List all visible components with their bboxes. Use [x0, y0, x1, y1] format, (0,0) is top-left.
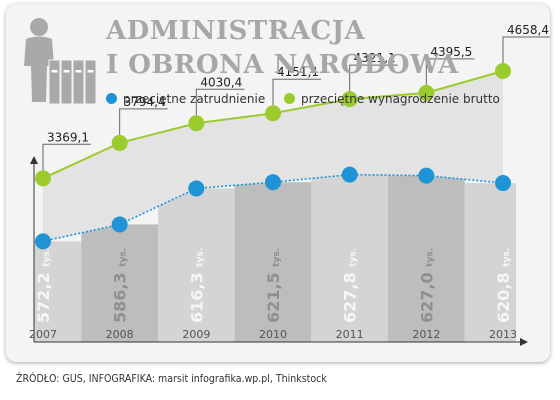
legend-salary-marker	[284, 93, 295, 104]
infographic-card: 2007 2008 2009 2010 2011 2012 2013 572,2 tys. 5…	[6, 4, 550, 362]
salary-point-2011	[341, 91, 358, 108]
salary-point-2007	[35, 170, 51, 187]
x-tick-2009: 2009	[182, 328, 210, 341]
employment-unit-2010: tys.	[272, 248, 282, 267]
y-axis-arrow	[30, 156, 38, 164]
salary-point-2013	[495, 63, 511, 80]
salary-callout-2007	[42, 143, 91, 171]
year-stripe-2007	[34, 241, 82, 342]
employment-point-2007	[35, 233, 51, 250]
year-stripe-2008	[81, 224, 158, 342]
legend-employment-marker	[106, 93, 117, 104]
employment-point-2010	[265, 174, 281, 191]
salary-callout-2010	[272, 78, 321, 106]
salary-point-2008	[111, 134, 128, 151]
employment-point-2012	[418, 167, 435, 184]
x-tick-labels: 2007 2008 2009 2010 2011 2012 2013	[29, 328, 517, 341]
legend-employment: przeciętne zatrudnienie	[106, 92, 265, 106]
employment-series: 572,2 tys.586,3 tys.616,3 tys.621,5 tys.…	[34, 166, 513, 323]
title-line-1: ADMINISTRACJA	[106, 16, 366, 46]
salary-label-2012: 4395,5	[430, 45, 472, 59]
salary-label-2007: 3369,1	[47, 130, 89, 144]
x-axis-arrow	[520, 338, 528, 346]
chart: 2007 2008 2009 2010 2011 2012 2013 572,2 tys.5…	[24, 18, 550, 346]
x-tick-2008: 2008	[106, 328, 134, 341]
source-credit: ŹRÓDŁO: GUS, INFOGRAFIKA: marsit infogra…	[16, 373, 327, 385]
salary-label-2013: 4658,4	[507, 23, 549, 37]
salary-area	[43, 71, 503, 242]
x-tick-2012: 2012	[412, 328, 440, 341]
office-worker-with-binders-icon	[24, 18, 97, 105]
salary-label-2008: 3794,4	[124, 95, 166, 109]
employment-point-2011	[341, 166, 358, 183]
salary-callout-2012	[425, 58, 475, 85]
x-tick-2011: 2011	[336, 328, 364, 341]
employment-unit-2008: tys.	[119, 248, 129, 267]
employment-unit-2013: tys.	[502, 248, 512, 267]
employment-unit-2011: tys.	[349, 248, 359, 267]
year-stripe-2011	[311, 174, 388, 342]
salary-point-2012	[418, 84, 435, 101]
legend-salary: przeciętne wynagrodzenie brutto	[284, 92, 500, 106]
salary-callout-2008	[119, 108, 168, 135]
year-stripe-2013	[464, 183, 516, 342]
x-tick-2013: 2013	[489, 328, 517, 341]
year-stripe-2010	[234, 182, 312, 342]
salary-label-2011: 4321,1	[354, 51, 396, 65]
salary-label-2009: 4030,4	[200, 75, 242, 89]
legend-salary-label: przeciętne wynagrodzenie brutto	[301, 92, 500, 106]
employment-point-2009	[188, 180, 205, 197]
employment-unit-2009: tys.	[195, 248, 205, 267]
salary-point-2010	[265, 105, 281, 122]
x-tick-2010: 2010	[259, 328, 287, 341]
salary-callout-2013	[502, 36, 550, 64]
employment-point-2008	[111, 216, 128, 233]
title-line-2: I OBRONA NARODOWA	[106, 50, 459, 80]
salary-series: 3369,1 3794,4 4030,4 4151,1 4321,1 4395,5 4658…	[35, 23, 550, 187]
year-stripe-2009	[158, 188, 235, 342]
employment-unit-2007: tys.	[42, 248, 52, 267]
salary-callout-2009	[195, 88, 245, 116]
legend-employment-label: przeciętne zatrudnienie	[123, 92, 266, 106]
employment-unit-2012: tys.	[425, 248, 435, 267]
x-tick-2007: 2007	[29, 328, 57, 341]
salary-label-2010: 4151,1	[277, 65, 319, 79]
employment-point-2013	[495, 175, 511, 192]
year-stripe-2012	[388, 175, 465, 342]
year-stripes	[34, 174, 516, 342]
salary-point-2009	[188, 115, 205, 132]
salary-callout-2011	[349, 64, 398, 92]
